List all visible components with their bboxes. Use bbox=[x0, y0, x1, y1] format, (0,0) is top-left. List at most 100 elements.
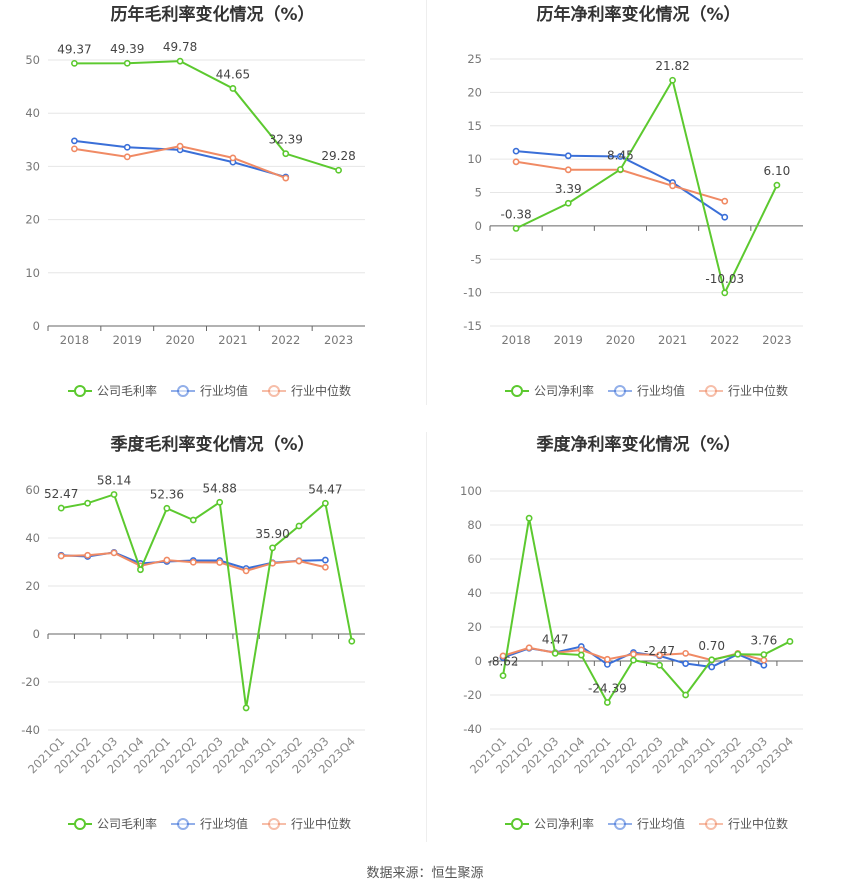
x-tick-label: 2019 bbox=[554, 333, 583, 347]
y-tick-label: 0 bbox=[33, 627, 40, 641]
data-source-note: 数据来源：恒生聚源 bbox=[366, 866, 484, 881]
data-point-avg bbox=[564, 152, 572, 160]
data-point-company bbox=[721, 289, 729, 297]
data-point-company bbox=[577, 651, 585, 659]
data-point-company bbox=[176, 57, 184, 65]
y-tick-label: 40 bbox=[467, 586, 482, 600]
legend-swatch-marker bbox=[268, 818, 280, 830]
data-point-company bbox=[564, 199, 572, 207]
data-point-median bbox=[295, 557, 303, 565]
x-tick-label: 2020 bbox=[165, 333, 194, 347]
data-point-median bbox=[229, 154, 237, 162]
legend-swatch-marker bbox=[705, 385, 717, 397]
data-label: 52.36 bbox=[150, 487, 184, 501]
legend-item-company: 公司毛利率 bbox=[68, 816, 157, 831]
legend-label: 公司毛利率 bbox=[97, 816, 157, 831]
x-tick-label: 2023 bbox=[324, 333, 353, 347]
data-label: 6.10 bbox=[764, 164, 791, 178]
y-tick-label: 0 bbox=[33, 319, 40, 333]
y-tick-label: -10 bbox=[463, 286, 482, 300]
data-point-company bbox=[321, 499, 329, 507]
data-point-company bbox=[295, 522, 303, 530]
chart-title: 历年净利率变化情况（%） bbox=[536, 4, 740, 25]
legend-label: 行业中位数 bbox=[291, 383, 351, 398]
data-label: 54.88 bbox=[203, 481, 237, 495]
data-label: 58.14 bbox=[97, 473, 131, 487]
data-point-median bbox=[656, 651, 663, 659]
data-point-median bbox=[84, 551, 92, 559]
legend-item-company: 公司净利率 bbox=[505, 383, 594, 398]
y-tick-label: 20 bbox=[467, 620, 482, 634]
legend-swatch-marker bbox=[614, 385, 626, 397]
legend-swatch-marker bbox=[74, 385, 86, 397]
y-tick-label: 50 bbox=[25, 53, 40, 67]
y-tick-label: -15 bbox=[463, 319, 482, 333]
legend-item-company: 公司净利率 bbox=[505, 816, 594, 831]
legend-label: 行业中位数 bbox=[728, 816, 788, 831]
y-tick-label: 10 bbox=[25, 266, 40, 280]
x-tick-label: 2021 bbox=[658, 333, 687, 347]
legend-label: 公司净利率 bbox=[534, 383, 594, 398]
legend-item-median: 行业中位数 bbox=[699, 816, 788, 831]
chart-title: 季度净利率变化情况（%） bbox=[536, 434, 740, 455]
y-tick-label: 60 bbox=[467, 552, 482, 566]
data-point-company bbox=[669, 76, 676, 84]
data-point-median bbox=[721, 197, 729, 205]
data-point-company bbox=[682, 691, 690, 699]
data-point-avg bbox=[321, 556, 329, 564]
data-point-avg bbox=[721, 213, 729, 221]
legend-label: 行业均值 bbox=[200, 383, 248, 398]
data-point-company bbox=[269, 544, 276, 552]
legend-label: 行业中位数 bbox=[291, 816, 351, 831]
y-tick-label: 60 bbox=[25, 483, 40, 497]
legend-swatch-marker bbox=[614, 818, 626, 830]
data-point-median bbox=[163, 556, 171, 564]
data-label: 0.70 bbox=[698, 639, 725, 653]
legend-swatch-marker bbox=[74, 818, 86, 830]
legend-swatch-marker bbox=[177, 818, 189, 830]
y-tick-label: 5 bbox=[475, 186, 482, 200]
series-line-company bbox=[74, 60, 339, 172]
data-label: 49.37 bbox=[57, 42, 91, 56]
data-label: 8.45 bbox=[607, 148, 634, 162]
data-point-median bbox=[216, 559, 224, 566]
series-line-company bbox=[61, 493, 353, 709]
data-label: 54.47 bbox=[308, 482, 342, 496]
chart-title: 季度毛利率变化情况（%） bbox=[110, 434, 314, 455]
data-point-company bbox=[656, 661, 663, 669]
data-point-median bbox=[512, 158, 520, 166]
data-point-median bbox=[176, 142, 184, 150]
data-label: 52.47 bbox=[44, 487, 78, 501]
y-tick-label: 40 bbox=[25, 531, 40, 545]
data-point-median bbox=[123, 153, 131, 161]
legend-label: 行业均值 bbox=[637, 383, 685, 398]
legend-item-avg: 行业均值 bbox=[171, 383, 248, 398]
legend-swatch-marker bbox=[177, 385, 189, 397]
data-point-company bbox=[163, 504, 171, 512]
data-point-median bbox=[760, 656, 768, 664]
y-tick-label: 0 bbox=[475, 654, 482, 668]
data-point-company bbox=[617, 166, 624, 173]
legend-swatch-marker bbox=[511, 385, 523, 397]
legend-label: 行业中位数 bbox=[728, 383, 788, 398]
data-point-median bbox=[525, 644, 533, 652]
data-point-company bbox=[603, 699, 611, 706]
y-tick-label: 25 bbox=[467, 52, 482, 66]
y-tick-label: 80 bbox=[467, 518, 482, 532]
data-label: 49.78 bbox=[163, 40, 197, 54]
chart-quarterly-gross-margin: 季度毛利率变化情况（%）-40-2002040602021Q12021Q2202… bbox=[21, 434, 365, 831]
data-point-company bbox=[189, 516, 197, 524]
data-point-company bbox=[282, 150, 290, 158]
legend-item-company: 公司毛利率 bbox=[68, 383, 157, 398]
legend-swatch-marker bbox=[511, 818, 523, 830]
data-point-median bbox=[682, 649, 690, 657]
data-point-median bbox=[110, 549, 118, 557]
x-tick-label: 2022 bbox=[271, 333, 300, 347]
legend-item-median: 行业中位数 bbox=[262, 816, 351, 831]
y-tick-label: 30 bbox=[25, 159, 40, 173]
data-label: -0.38 bbox=[501, 207, 532, 221]
data-point-avg bbox=[682, 660, 690, 667]
x-tick-label: 2019 bbox=[113, 333, 142, 347]
legend-swatch-marker bbox=[705, 818, 717, 830]
data-point-median bbox=[242, 567, 250, 575]
